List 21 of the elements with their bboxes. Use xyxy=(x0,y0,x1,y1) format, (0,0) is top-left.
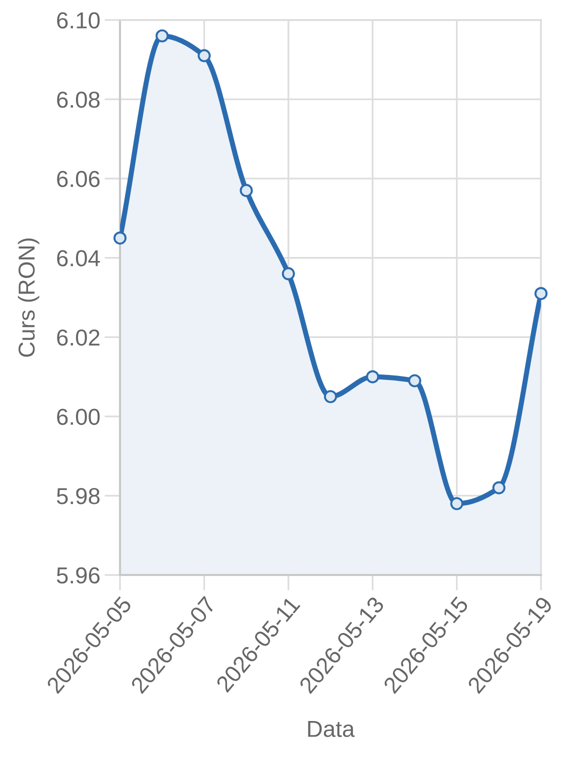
y-tick-label: 5.98 xyxy=(56,488,100,504)
y-axis-title: Curs (RON) xyxy=(18,238,40,357)
y-tick-label: 6.10 xyxy=(57,12,100,29)
y-tick-label: 6.02 xyxy=(57,329,100,346)
point xyxy=(240,184,253,197)
point xyxy=(324,390,338,404)
point xyxy=(113,232,127,245)
y-tick-label: 6.04 xyxy=(57,250,100,266)
point xyxy=(534,287,548,300)
point xyxy=(492,481,506,494)
point xyxy=(366,370,380,384)
y-tick-label: 6.08 xyxy=(57,92,100,108)
point xyxy=(282,267,295,280)
y-tick-label: 6.06 xyxy=(57,170,100,188)
x-axis-title: Data xyxy=(308,721,355,738)
y-tick-label: 5.96 xyxy=(56,567,100,584)
point xyxy=(450,497,464,510)
y-tick-label: 6.00 xyxy=(57,408,100,425)
point xyxy=(198,49,211,62)
point xyxy=(156,29,169,42)
point xyxy=(408,374,422,388)
